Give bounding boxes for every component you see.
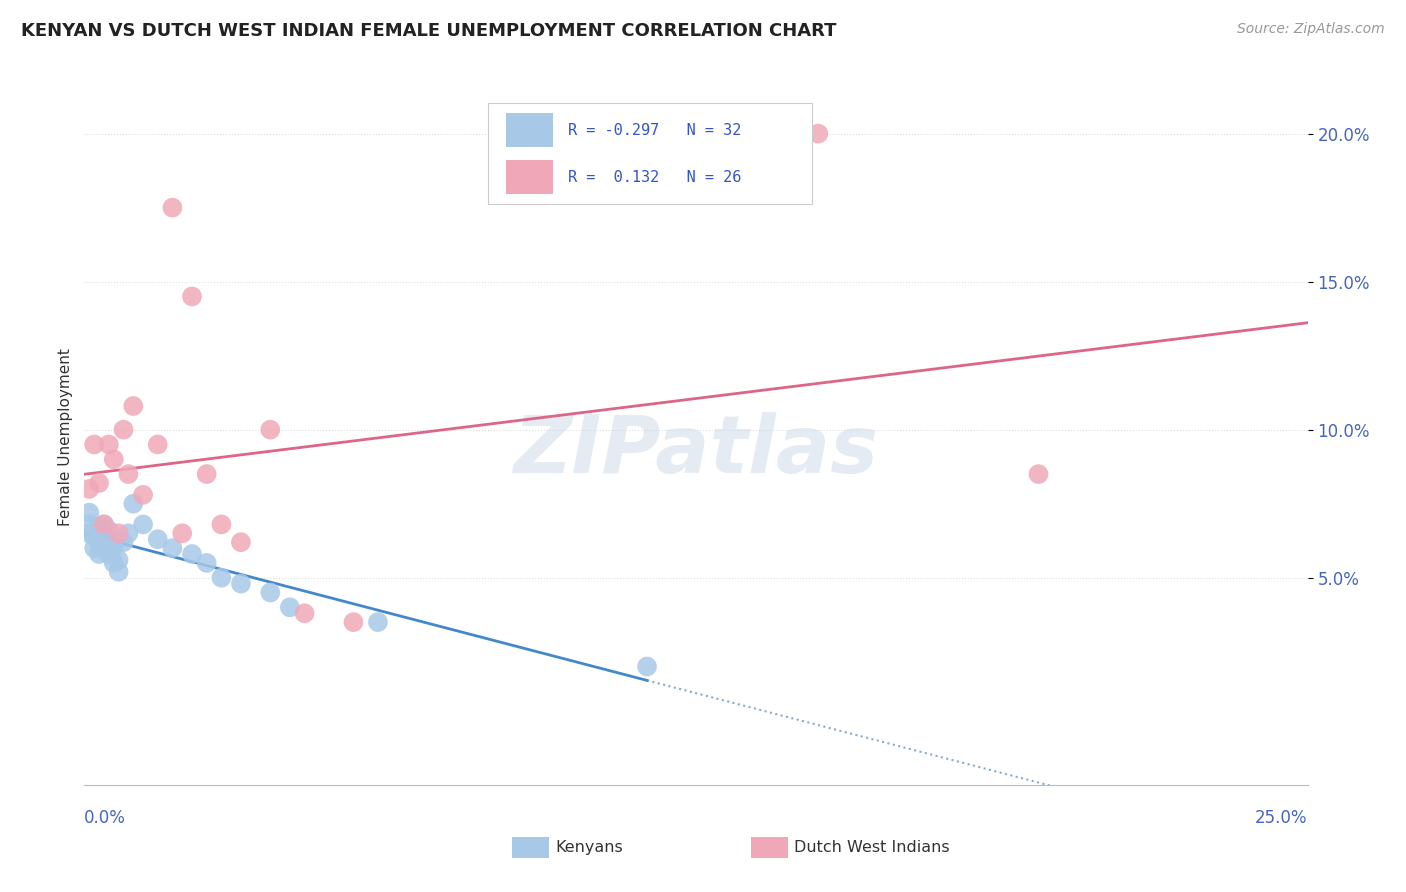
Text: Kenyans: Kenyans: [555, 840, 623, 855]
Point: [97, 547, 120, 561]
Text: KENYAN VS DUTCH WEST INDIAN FEMALE UNEMPLOYMENT CORRELATION CHART: KENYAN VS DUTCH WEST INDIAN FEMALE UNEMP…: [21, 22, 837, 40]
Point: [229, 535, 252, 549]
Point: [229, 576, 252, 591]
Point: [342, 615, 364, 629]
Point: [1028, 467, 1050, 481]
Point: [103, 541, 125, 555]
Point: [117, 467, 139, 481]
Point: [107, 553, 129, 567]
Text: R =  0.132   N = 26: R = 0.132 N = 26: [568, 169, 741, 185]
Point: [636, 659, 658, 673]
FancyBboxPatch shape: [751, 837, 787, 858]
Point: [93, 533, 115, 547]
Point: [209, 571, 232, 585]
Point: [77, 517, 100, 532]
Point: [122, 497, 145, 511]
Point: [97, 437, 120, 451]
Point: [97, 535, 120, 549]
Point: [122, 399, 145, 413]
Point: [181, 547, 204, 561]
Point: [162, 541, 184, 555]
Point: [294, 606, 316, 620]
Y-axis label: Female Unemployment: Female Unemployment: [58, 348, 73, 526]
FancyBboxPatch shape: [512, 837, 550, 858]
Point: [103, 452, 125, 467]
Point: [112, 423, 135, 437]
Point: [209, 517, 232, 532]
Text: 25.0%: 25.0%: [1256, 809, 1308, 827]
Point: [195, 556, 218, 570]
Point: [132, 488, 155, 502]
Point: [278, 600, 301, 615]
Text: Source: ZipAtlas.com: Source: ZipAtlas.com: [1237, 22, 1385, 37]
Point: [181, 289, 204, 303]
Point: [107, 526, 129, 541]
Point: [87, 520, 110, 534]
Point: [367, 615, 389, 629]
Point: [97, 524, 120, 538]
Point: [87, 535, 110, 549]
Text: 0.0%: 0.0%: [84, 809, 127, 827]
Point: [112, 535, 135, 549]
FancyBboxPatch shape: [506, 113, 553, 147]
Point: [93, 541, 115, 555]
Point: [259, 423, 281, 437]
Point: [83, 529, 105, 543]
FancyBboxPatch shape: [506, 161, 553, 194]
Point: [107, 565, 129, 579]
Point: [87, 475, 110, 490]
Point: [77, 482, 100, 496]
Point: [77, 526, 100, 541]
Point: [146, 437, 169, 451]
Point: [83, 541, 105, 555]
Point: [259, 585, 281, 599]
Point: [172, 526, 194, 541]
Point: [93, 517, 115, 532]
Text: Dutch West Indians: Dutch West Indians: [794, 840, 949, 855]
Point: [162, 201, 184, 215]
Point: [103, 556, 125, 570]
Point: [87, 547, 110, 561]
Point: [132, 517, 155, 532]
FancyBboxPatch shape: [488, 103, 813, 204]
Point: [93, 517, 115, 532]
Text: R = -0.297   N = 32: R = -0.297 N = 32: [568, 122, 741, 137]
Point: [83, 437, 105, 451]
Text: ZIPatlas: ZIPatlas: [513, 412, 879, 490]
Point: [117, 526, 139, 541]
Point: [195, 467, 218, 481]
Point: [146, 533, 169, 547]
Point: [807, 127, 830, 141]
Point: [77, 506, 100, 520]
